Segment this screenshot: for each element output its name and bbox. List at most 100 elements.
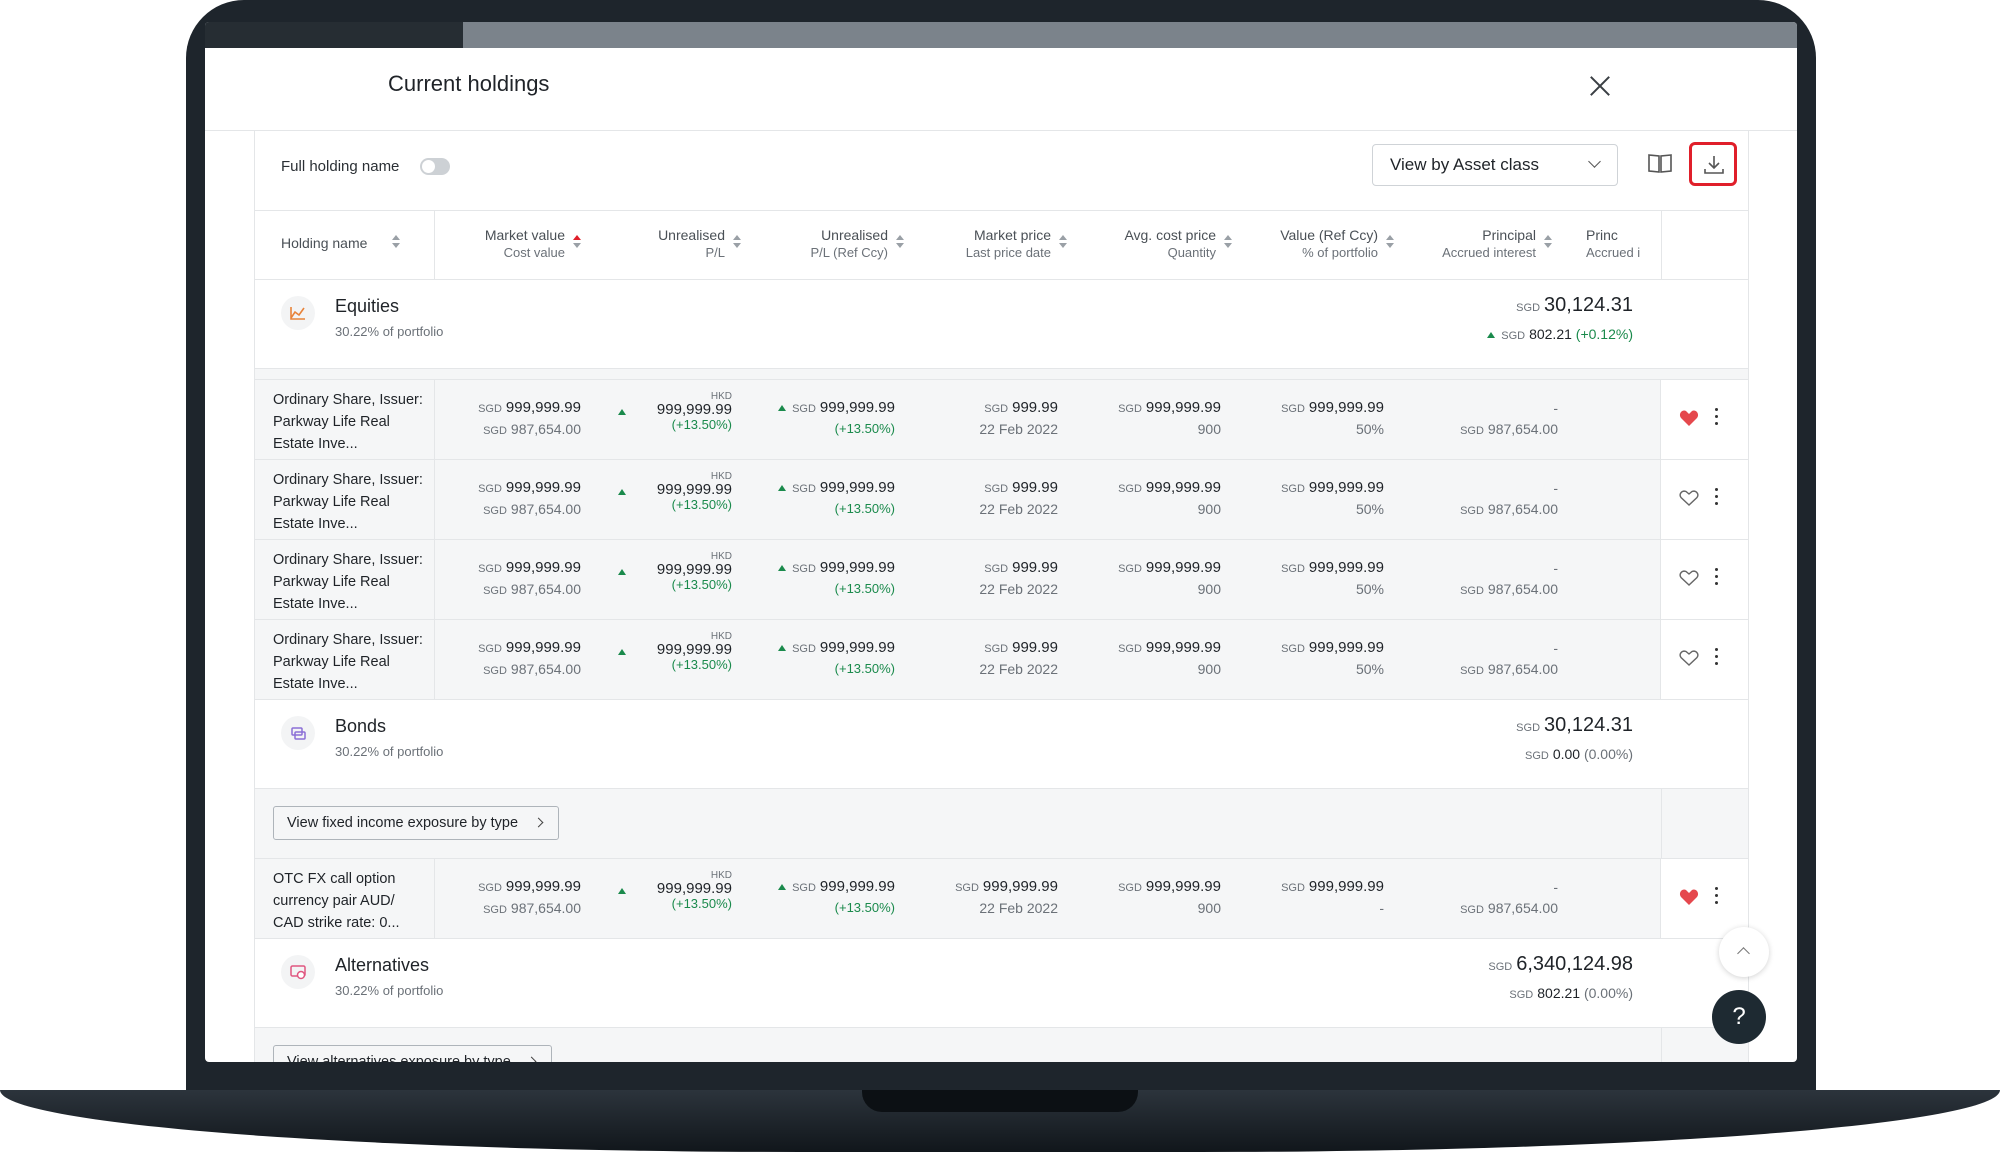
holding-name[interactable]: Ordinary Share, Issuer: Parkway Life Rea… xyxy=(273,632,423,692)
help-button[interactable]: ? xyxy=(1712,990,1766,1044)
table-row[interactable]: OTC FX call option currency pair AUD/ CA… xyxy=(255,859,1748,939)
holding-name[interactable]: Ordinary Share, Issuer: Parkway Life Rea… xyxy=(273,472,423,532)
holdings-panel: Full holding name View by Asset class Ho… xyxy=(254,130,1749,1062)
market-value: SGD 999,999.99 SGD 987,654.00 xyxy=(478,479,581,517)
more-options-icon[interactable] xyxy=(1715,568,1719,588)
avg-cost-price: SGD 999,999.99 900 xyxy=(1118,559,1221,597)
view-fixed-income-exposure-button[interactable]: View fixed income exposure by type xyxy=(273,806,560,840)
value-ref: SGD 999,999.99 50% xyxy=(1281,559,1384,597)
col-unrealised-pl[interactable]: Unrealised P/L xyxy=(658,227,725,260)
up-arrow-icon xyxy=(618,649,626,655)
avg-cost-price: SGD 999,999.99 900 xyxy=(1118,479,1221,517)
group-change: SGD 802.21 (+0.12%) xyxy=(1487,326,1633,342)
market-price: SGD 999,999.99 22 Feb 2022 xyxy=(955,878,1058,916)
table-row[interactable]: Ordinary Share, Issuer: Parkway Life Rea… xyxy=(255,620,1748,700)
table-row[interactable]: Ordinary Share, Issuer: Parkway Life Rea… xyxy=(255,380,1748,460)
bonds-icon xyxy=(281,716,315,750)
avg-cost-price: SGD 999,999.99 900 xyxy=(1118,878,1221,916)
close-icon[interactable] xyxy=(1586,72,1614,100)
up-arrow-icon xyxy=(1487,332,1496,338)
full-holding-name-toggle[interactable] xyxy=(420,158,450,175)
heart-outline-icon[interactable] xyxy=(1679,649,1699,667)
group-total: SGD 6,340,124.98 xyxy=(1488,953,1633,975)
market-value: SGD 999,999.99 SGD 987,654.00 xyxy=(478,639,581,677)
sort-icon xyxy=(1224,233,1232,251)
book-icon[interactable] xyxy=(1647,152,1673,174)
sort-icon xyxy=(392,233,400,251)
principal: - SGD 987,654.00 xyxy=(1460,640,1558,677)
view-by-select-value: View by Asset class xyxy=(1390,155,1539,174)
unrealised-pl-ref: SGD 999,999.99 (+13.50%) xyxy=(778,478,895,519)
background-strip xyxy=(205,22,1797,48)
unrealised-pl: HKD 999,999.99 (+13.50%) xyxy=(656,870,732,912)
unrealised-pl: HKD 999,999.99 (+13.50%) xyxy=(656,551,732,593)
sort-icon xyxy=(733,233,741,251)
group-name: Alternatives xyxy=(335,955,430,975)
up-arrow-icon xyxy=(618,888,626,894)
unrealised-pl-ref: SGD 999,999.99 (+13.50%) xyxy=(778,877,895,918)
unrealised-pl-ref: SGD 999,999.99 (+13.50%) xyxy=(778,398,895,439)
col-value-ref[interactable]: Value (Ref Ccy)% of portfolio xyxy=(1280,227,1378,260)
principal: - SGD 987,654.00 xyxy=(1460,400,1558,437)
col-market-price[interactable]: Market price Last price date xyxy=(965,227,1051,260)
up-arrow-icon xyxy=(618,409,626,415)
col-principal[interactable]: Principal Accrued interest xyxy=(1442,227,1536,260)
download-icon xyxy=(1704,156,1724,174)
group-name: Bonds xyxy=(335,716,387,736)
col-avg-cost-price[interactable]: Avg. cost price Quantity xyxy=(1124,227,1216,260)
more-options-icon[interactable] xyxy=(1715,488,1719,508)
unrealised-pl-ref: SGD 999,999.99 (+13.50%) xyxy=(778,558,895,599)
group-portfolio-share: 30.22% of portfolio xyxy=(335,744,444,759)
scroll-to-top-button[interactable] xyxy=(1719,927,1769,977)
chevron-down-icon xyxy=(1588,155,1601,168)
table-row[interactable]: Ordinary Share, Issuer: Parkway Life Rea… xyxy=(255,540,1748,620)
holding-name[interactable]: Ordinary Share, Issuer: Parkway Life Rea… xyxy=(273,552,423,612)
more-options-icon[interactable] xyxy=(1715,648,1719,668)
table-row[interactable]: Ordinary Share, Issuer: Parkway Life Rea… xyxy=(255,460,1748,540)
holding-name[interactable]: OTC FX call option currency pair AUD/ CA… xyxy=(273,871,400,931)
up-arrow-icon xyxy=(618,489,626,495)
avg-cost-price: SGD 999,999.99 900 xyxy=(1118,399,1221,437)
download-button[interactable] xyxy=(1689,142,1737,186)
more-options-icon[interactable] xyxy=(1715,887,1719,907)
sort-icon-active xyxy=(573,233,581,251)
col-holding-name[interactable]: Holding name xyxy=(281,235,368,251)
view-alternatives-exposure-button[interactable]: View alternatives exposure by type xyxy=(273,1045,552,1062)
col-unrealised-pl-ref[interactable]: Unrealised P/L (Ref Ccy) xyxy=(810,227,888,260)
unrealised-pl-ref: SGD 999,999.99 (+13.50%) xyxy=(778,638,895,679)
more-options-icon[interactable] xyxy=(1715,408,1719,428)
heart-filled-icon[interactable] xyxy=(1679,888,1699,906)
heart-filled-icon[interactable] xyxy=(1679,409,1699,427)
group-name: Equities xyxy=(335,296,400,316)
alternatives-icon xyxy=(281,955,315,989)
heart-outline-icon[interactable] xyxy=(1679,569,1699,587)
principal: - SGD 987,654.00 xyxy=(1460,480,1558,517)
value-ref: SGD 999,999.99 50% xyxy=(1281,639,1384,677)
market-value: SGD 999,999.99 SGD 987,654.00 xyxy=(478,878,581,916)
group-portfolio-share: 30.22% of portfolio xyxy=(335,983,444,998)
group-equities: Equities 30.22% of portfolio SGD 30,124.3… xyxy=(255,280,1748,369)
modal-header xyxy=(205,48,1797,131)
value-ref: SGD 999,999.99 50% xyxy=(1281,479,1384,517)
principal: - SGD 987,654.00 xyxy=(1460,879,1558,916)
toolbar: Full holding name View by Asset class xyxy=(255,130,1748,211)
line-chart-icon xyxy=(281,296,315,330)
market-value: SGD 999,999.99 SGD 987,654.00 xyxy=(478,559,581,597)
col-market-value[interactable]: Market value Cost value xyxy=(484,227,565,260)
sort-icon xyxy=(896,233,904,251)
value-ref: SGD 999,999.99 50% xyxy=(1281,399,1384,437)
group-total: SGD 30,124.31 xyxy=(1516,294,1633,316)
unrealised-pl: HKD 999,999.99 (+13.50%) xyxy=(656,391,732,433)
heart-outline-icon[interactable] xyxy=(1679,489,1699,507)
sort-icon xyxy=(1059,233,1067,251)
market-price: SGD 999.99 22 Feb 2022 xyxy=(979,559,1058,597)
view-by-select[interactable]: View by Asset class xyxy=(1372,144,1618,186)
group-change: SGD 802.21 (0.00%) xyxy=(1509,985,1633,1001)
market-price: SGD 999.99 22 Feb 2022 xyxy=(979,479,1058,517)
full-holding-name-label: Full holding name xyxy=(281,158,400,175)
holding-name[interactable]: Ordinary Share, Issuer: Parkway Life Rea… xyxy=(273,392,423,452)
market-price: SGD 999.99 22 Feb 2022 xyxy=(979,639,1058,677)
laptop-notch xyxy=(862,1090,1138,1112)
market-price: SGD 999.99 22 Feb 2022 xyxy=(979,399,1058,437)
